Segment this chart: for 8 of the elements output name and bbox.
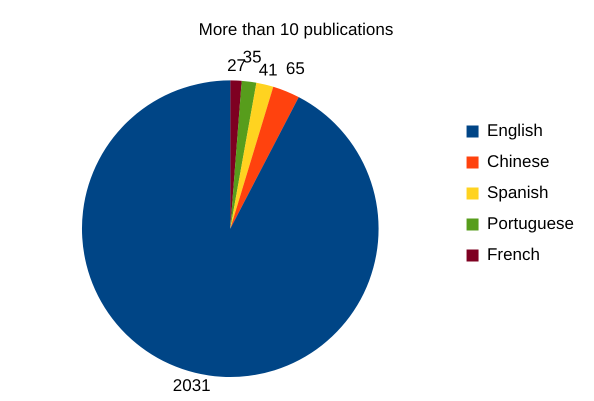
chart-title: More than 10 publications <box>198 20 394 39</box>
data-label: 2031 <box>172 376 211 396</box>
data-label: 65 <box>286 58 305 78</box>
legend-label: Chinese <box>487 152 550 172</box>
legend-label: English <box>487 121 543 140</box>
legend-label: Portuguese <box>487 214 574 234</box>
legend-label: Spanish <box>487 183 548 202</box>
legend-label: French <box>487 245 540 264</box>
